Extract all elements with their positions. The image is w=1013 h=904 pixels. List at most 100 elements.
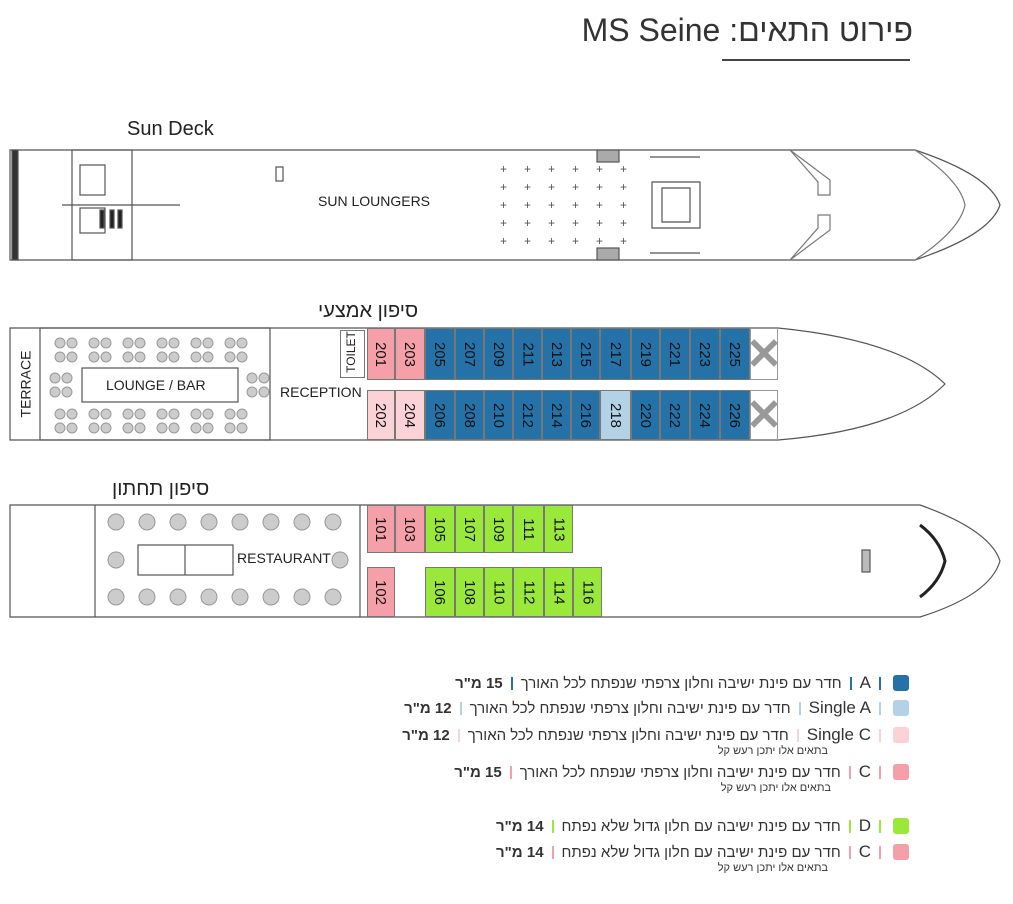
cabin-number: 221 [666,341,684,367]
cabin-214[interactable]: 214 [542,390,571,440]
lounger-icon: + [596,180,603,194]
cabin-221[interactable]: 221 [660,328,690,380]
cabin-number: 207 [461,341,478,367]
cabin-209[interactable]: 209 [484,328,513,380]
table-icon [156,408,168,420]
cabin-207[interactable]: 207 [455,328,484,380]
cabin-107[interactable]: 107 [455,505,484,553]
cabin-226[interactable]: 226 [720,390,750,440]
table-icon [107,588,125,606]
cabin-111[interactable]: 111 [513,505,544,553]
lounger-icon: + [596,162,603,176]
table-icon [331,551,349,569]
separator [879,676,881,690]
table-icon [138,588,156,606]
legend-swatch [893,818,909,834]
cabin-106[interactable]: 106 [425,567,455,617]
cabin-number: 103 [401,516,419,542]
legend-swatch [893,844,909,860]
cabin-206[interactable]: 206 [425,390,455,440]
table-icon [134,408,146,420]
cabin-210[interactable]: 210 [484,390,513,440]
cabin-223[interactable]: 223 [690,328,720,380]
cabin-202[interactable]: 202 [367,390,395,440]
sun-deck-hull [9,149,1001,261]
lounger-icon: + [620,162,627,176]
cabin-number: 215 [577,341,594,367]
cabin-225[interactable]: 225 [720,328,750,380]
unavailable-x-top: ✕ [745,328,783,380]
table-icon [66,351,78,363]
legend-row: Single A חדר עם פינת ישיבה וחלון צרפתי ש… [404,698,909,718]
cabin-217[interactable]: 217 [600,328,631,380]
table-icon [262,588,280,606]
cabin-number: 218 [607,402,624,428]
lounger-icon: + [500,180,507,194]
table-icon [224,337,236,349]
cabin-222[interactable]: 222 [660,390,690,440]
cabin-213[interactable]: 213 [542,328,571,380]
table-icon [202,422,214,434]
cabin-number: 211 [518,342,536,366]
cabin-215[interactable]: 215 [571,328,600,380]
lounger-icon: + [548,198,555,212]
cabin-number: 116 [578,580,596,604]
cabin-105[interactable]: 105 [425,505,455,553]
cabin-112[interactable]: 112 [513,567,544,617]
cabin-216[interactable]: 216 [571,390,600,440]
table-icon [202,351,214,363]
cabin-number: 205 [431,341,449,367]
cabin-number: 201 [372,341,390,367]
table-icon [236,337,248,349]
page-title: פירוט התאים: MS Seine [581,12,913,48]
table-icon [246,372,258,384]
separator [796,728,799,742]
legend-note: בתאים אלו יתכן רעש קל [717,862,828,874]
cabin-101[interactable]: 101 [367,505,395,553]
separator [879,728,881,742]
cabin-109[interactable]: 109 [484,505,513,553]
cabin-220[interactable]: 220 [631,390,660,440]
legend-code: C [858,842,871,861]
cabin-224[interactable]: 224 [690,390,720,440]
separator [551,819,554,833]
cabin-218[interactable]: 218 [600,390,631,440]
cabin-103[interactable]: 103 [395,505,425,553]
separator [798,701,801,715]
cabin-110[interactable]: 110 [484,567,513,617]
cabin-number: 216 [577,402,594,428]
legend-code: A [859,673,871,692]
legend-row: Single C חדר עם פינת ישיבה וחלון צרפתי ש… [402,725,909,745]
cabin-number: 210 [490,402,507,428]
table-icon [122,337,134,349]
lounger-icon: + [620,180,627,194]
table-icon [246,386,258,398]
cabin-212[interactable]: 212 [513,390,542,440]
cabin-number: 206 [431,402,449,428]
cabin-116[interactable]: 116 [573,567,602,617]
table-icon [88,351,100,363]
cabin-108[interactable]: 108 [455,567,484,617]
cabin-number: 209 [490,341,507,367]
title-underline [722,59,910,61]
separator [459,701,462,715]
cabin-219[interactable]: 219 [631,328,660,380]
cabin-number: 106 [431,579,449,605]
cabin-204[interactable]: 204 [395,390,425,440]
cabin-203[interactable]: 203 [395,328,425,380]
table-icon [236,422,248,434]
cabin-211[interactable]: 211 [513,328,542,380]
cabin-114[interactable]: 114 [544,567,573,617]
terrace-label: TERRACE [17,350,34,418]
restaurant-label: RESTAURANT [237,550,331,566]
cabin-number: 224 [696,402,714,428]
cabin-201[interactable]: 201 [367,328,395,380]
lounger-icon: + [500,234,507,248]
table-icon [61,386,73,398]
cabin-205[interactable]: 205 [425,328,455,380]
toilet-box [340,330,365,378]
cabin-113[interactable]: 113 [544,505,573,553]
cabin-102[interactable]: 102 [367,567,395,617]
table-icon [200,513,218,531]
cabin-208[interactable]: 208 [455,390,484,440]
